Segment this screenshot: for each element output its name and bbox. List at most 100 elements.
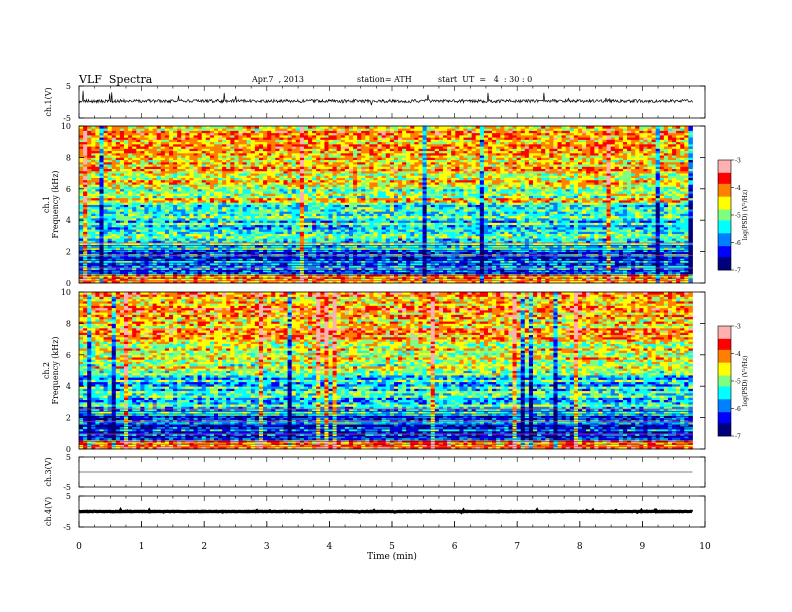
- spectrogram-cell: [643, 217, 648, 221]
- date-label: Apr.7 , 2013: [252, 75, 304, 84]
- spectrogram-cell: [418, 278, 423, 282]
- spectrogram-cell: [312, 267, 317, 270]
- spectrogram-cell: [279, 280, 284, 284]
- spectrogram-cell: [688, 217, 693, 221]
- spectrogram-cell: [250, 260, 256, 264]
- spectrogram-cell: [406, 224, 411, 228]
- spectrogram-cell: [406, 208, 411, 212]
- spectrogram-cell: [455, 265, 460, 268]
- spectrogram-cell: [267, 260, 272, 264]
- spectrogram-cell: [545, 217, 550, 221]
- spectrogram-cell: [230, 262, 235, 266]
- spectrogram-cell: [504, 278, 509, 282]
- spectrogram-cell: [365, 278, 370, 282]
- spectrogram-cell: [123, 258, 129, 261]
- spectrogram-cell: [627, 267, 632, 270]
- spectrogram-cell: [602, 258, 607, 261]
- spectrogram-cell: [348, 256, 354, 259]
- spectrogram-cell: [618, 260, 624, 264]
- spectrogram-cell: [647, 265, 652, 268]
- spectrogram-cell: [528, 262, 534, 266]
- spectrogram-cell: [684, 256, 689, 259]
- spectrogram-cell: [451, 233, 456, 237]
- spectrogram-cell: [140, 278, 145, 282]
- spectrogram-cell: [283, 278, 288, 282]
- spectrogram-cell: [655, 258, 661, 261]
- spectrogram-cell: [95, 280, 100, 284]
- spectrogram-cell: [516, 260, 522, 264]
- spectrogram-cell: [209, 258, 215, 261]
- spectrogram-cell: [410, 278, 415, 282]
- spectrogram-cell: [168, 233, 174, 237]
- spectrogram-cell: [447, 208, 452, 212]
- spectrogram-cell: [324, 208, 329, 212]
- spectrogram-cell: [132, 262, 137, 266]
- spectrogram-cell: [663, 217, 669, 221]
- spectrogram-cell: [467, 258, 473, 261]
- spectrogram-cell: [393, 267, 399, 270]
- spectrogram-cell: [577, 267, 583, 270]
- spectrogram-cell: [635, 256, 640, 259]
- waveform-trace: [78, 90, 693, 106]
- spectrogram-cell: [573, 278, 579, 282]
- spectrogram-cell: [99, 258, 104, 261]
- spectrogram-cell: [598, 233, 603, 237]
- spectrogram-cell: [586, 267, 591, 270]
- spectrogram-cell: [577, 258, 583, 261]
- spectrogram-cell: [680, 265, 685, 268]
- spectrogram-cell: [586, 233, 591, 237]
- spectrogram-cell: [516, 278, 522, 282]
- spectrogram-cell: [631, 256, 636, 259]
- spectrogram-cell: [655, 262, 661, 266]
- spectrogram-cell: [430, 217, 436, 221]
- spectrogram-cell: [83, 265, 88, 268]
- spectrogram-cell: [152, 276, 158, 279]
- spectrogram-cell: [209, 262, 215, 266]
- spectrogram-cell: [643, 267, 648, 270]
- spectrogram-cell: [328, 260, 333, 264]
- spectrogram-cell: [414, 217, 419, 221]
- spectrogram-cell: [520, 217, 526, 221]
- spectrogram-cell: [569, 258, 575, 261]
- spectrogram-cell: [541, 276, 546, 279]
- spectrogram-cell: [672, 233, 677, 237]
- spectrogram-cell: [258, 262, 264, 266]
- spectrogram-cell: [340, 278, 346, 282]
- spectrogram-cell: [128, 265, 133, 268]
- spectrogram-cell: [279, 258, 284, 261]
- spectrogram-cell: [684, 262, 689, 266]
- spectrogram-cell: [602, 278, 607, 282]
- spectrogram-cell: [606, 217, 612, 221]
- spectrogram-cell: [148, 276, 154, 279]
- spectrogram-cell: [160, 260, 166, 264]
- spectrogram-cell: [475, 258, 481, 261]
- spectrogram-cell: [279, 224, 284, 228]
- spectrogram-cell: [635, 276, 640, 279]
- spectrogram-cell: [389, 280, 395, 284]
- spectrogram-cell: [193, 280, 199, 284]
- spectrogram-cell: [414, 267, 419, 270]
- spectrogram-cell: [385, 265, 391, 268]
- spectrogram-cell: [475, 276, 481, 279]
- spectrogram-cell: [639, 256, 644, 259]
- spectrogram-cell: [173, 258, 178, 261]
- spectrogram-cell: [230, 224, 235, 228]
- spectrogram-cell: [422, 256, 428, 259]
- spectrogram-cell: [242, 256, 248, 259]
- spectrogram-cell: [402, 217, 407, 221]
- spectrogram-cell: [185, 267, 190, 270]
- spectrogram-cell: [197, 280, 203, 284]
- spectrogram-cell: [152, 260, 158, 264]
- spectrogram-cell: [393, 276, 399, 279]
- spectrogram-cell: [410, 260, 415, 264]
- spectrogram-cell: [164, 267, 170, 270]
- spectrogram-cell: [340, 258, 346, 261]
- spectrogram-cell: [606, 233, 612, 237]
- spectrogram-cell: [434, 280, 440, 284]
- spectrogram-cell: [389, 262, 395, 266]
- spectrogram-cell: [226, 224, 231, 228]
- spectrogram-cell: [492, 280, 497, 284]
- spectrogram-cell: [549, 265, 554, 268]
- spectrogram-cell: [422, 280, 428, 284]
- spectrogram-cell: [635, 208, 640, 212]
